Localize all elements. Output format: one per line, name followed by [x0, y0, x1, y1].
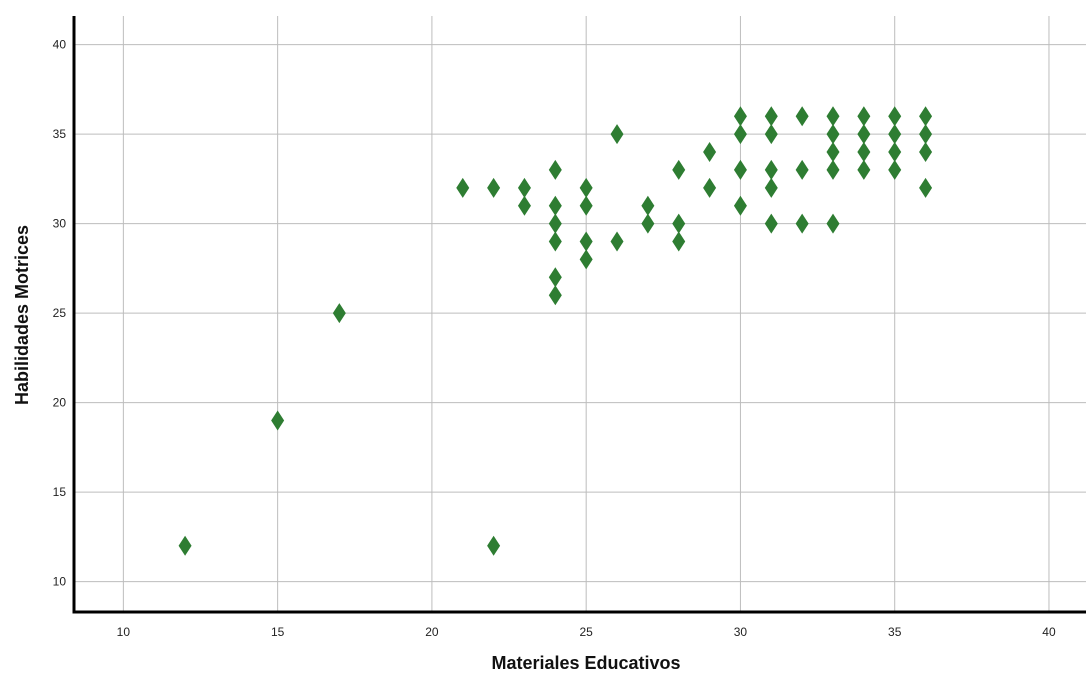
data-point [641, 195, 655, 216]
data-point [517, 195, 531, 216]
data-point [517, 177, 531, 198]
data-point [548, 231, 562, 252]
x-tick-label: 35 [888, 625, 902, 639]
x-tick-label: 40 [1042, 625, 1056, 639]
data-point [857, 124, 871, 145]
y-tick-label: 40 [53, 38, 67, 52]
data-point [548, 213, 562, 234]
x-tick-label: 30 [734, 625, 748, 639]
y-tick-label: 25 [53, 306, 67, 320]
data-point [795, 159, 809, 180]
data-point [733, 124, 747, 145]
data-point [271, 410, 285, 431]
x-tick-label: 15 [271, 625, 285, 639]
data-point [610, 231, 624, 252]
data-point [795, 213, 809, 234]
y-axis-title: Habilidades Motrices [12, 225, 32, 405]
data-point [487, 535, 501, 556]
data-point [332, 303, 346, 324]
data-point [548, 285, 562, 306]
x-axis-title: Materiales Educativos [491, 653, 680, 673]
x-tick-label: 20 [425, 625, 439, 639]
data-point [764, 159, 778, 180]
grid [74, 16, 1086, 612]
y-tick-label: 15 [53, 485, 67, 499]
data-point [672, 213, 686, 234]
data-point [456, 177, 470, 198]
data-point [826, 213, 840, 234]
data-points [178, 106, 933, 556]
tick-labels: 10 15 20 25 30 35 40 10 15 20 25 30 35 40 [53, 38, 1056, 639]
data-point [178, 535, 192, 556]
data-point [579, 195, 593, 216]
data-point [888, 142, 902, 163]
data-point [703, 177, 717, 198]
data-point [857, 106, 871, 127]
data-point [703, 142, 717, 163]
data-point [888, 106, 902, 127]
data-point [579, 249, 593, 270]
data-point [641, 213, 655, 234]
data-point [919, 177, 933, 198]
data-point [826, 159, 840, 180]
x-tick-label: 25 [579, 625, 593, 639]
data-point [733, 106, 747, 127]
data-point [795, 106, 809, 127]
data-point [826, 106, 840, 127]
data-point [888, 124, 902, 145]
data-point [857, 159, 871, 180]
data-point [764, 213, 778, 234]
data-point [764, 106, 778, 127]
y-tick-label: 20 [53, 396, 67, 410]
y-tick-label: 35 [53, 127, 67, 141]
data-point [733, 195, 747, 216]
data-point [764, 177, 778, 198]
data-point [857, 142, 871, 163]
data-point [888, 159, 902, 180]
y-tick-label: 10 [53, 575, 67, 589]
data-point [733, 159, 747, 180]
data-point [919, 106, 933, 127]
y-tick-label: 30 [53, 217, 67, 231]
data-point [826, 124, 840, 145]
data-point [548, 195, 562, 216]
data-point [579, 231, 593, 252]
data-point [487, 177, 501, 198]
data-point [672, 159, 686, 180]
data-point [610, 124, 624, 145]
data-point [548, 267, 562, 288]
data-point [919, 142, 933, 163]
x-tick-label: 10 [117, 625, 131, 639]
data-point [579, 177, 593, 198]
data-point [672, 231, 686, 252]
axes [72, 16, 1086, 614]
data-point [548, 159, 562, 180]
data-point [919, 124, 933, 145]
data-point [764, 124, 778, 145]
data-point [826, 142, 840, 163]
